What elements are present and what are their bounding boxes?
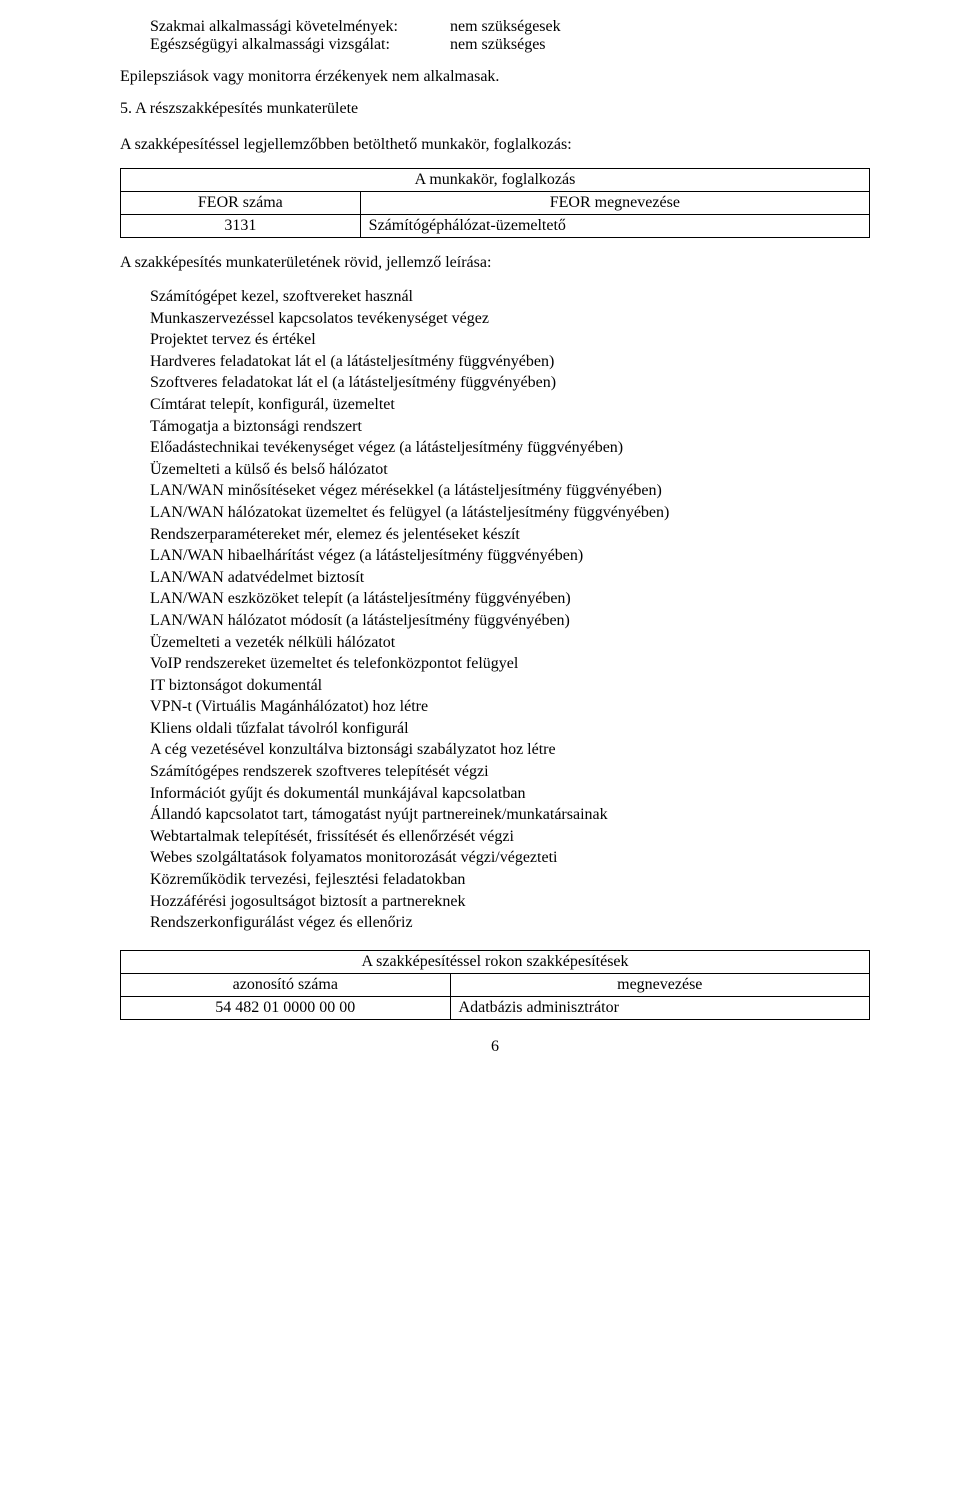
description-list: Számítógépet kezel, szoftvereket használ… <box>150 286 870 934</box>
table-row: azonosító száma megnevezése <box>121 973 870 996</box>
page-container: Szakmai alkalmassági követelmények: nem … <box>0 0 960 1086</box>
requirement-value: nem szükségesek <box>450 18 870 36</box>
list-item: Projektet tervez és értékel <box>150 329 870 351</box>
table-row: 3131 Számítógéphálózat-üzemeltető <box>121 215 870 238</box>
list-item: Közreműködik tervezési, fejlesztési fela… <box>150 869 870 891</box>
list-item: LAN/WAN hibaelhárítást végez (a látástel… <box>150 545 870 567</box>
list-item: Üzemelteti a vezeték nélküli hálózatot <box>150 632 870 654</box>
epilepsy-note: Epilepsziások vagy monitorra érzékenyek … <box>120 68 870 86</box>
feor-name: Számítógéphálózat-üzemeltető <box>360 215 869 238</box>
list-item: LAN/WAN adatvédelmet biztosít <box>150 567 870 589</box>
requirement-label: Szakmai alkalmassági követelmények: <box>150 18 450 36</box>
rokon-span-header: A szakképesítéssel rokon szakképesítések <box>121 950 870 973</box>
list-item: Hardveres feladatokat lát el (a látástel… <box>150 351 870 373</box>
rokon-name: Adatbázis adminisztrátor <box>450 996 869 1019</box>
list-item: Rendszerkonfigurálást végez és ellenőriz <box>150 912 870 934</box>
list-item: LAN/WAN eszközöket telepít (a látástelje… <box>150 588 870 610</box>
list-item: Állandó kapcsolatot tart, támogatást nyú… <box>150 804 870 826</box>
list-item: IT biztonságot dokumentál <box>150 675 870 697</box>
table-row: 54 482 01 0000 00 00 Adatbázis adminiszt… <box>121 996 870 1019</box>
requirement-label: Egészségügyi alkalmassági vizsgálat: <box>150 36 450 54</box>
feor-col1-header: FEOR száma <box>121 192 361 215</box>
list-item: LAN/WAN hálózatokat üzemeltet és felügye… <box>150 502 870 524</box>
requirements-block: Szakmai alkalmassági követelmények: nem … <box>150 18 870 54</box>
list-item: Számítógépet kezel, szoftvereket használ <box>150 286 870 308</box>
list-item: VoIP rendszereket üzemeltet és telefonkö… <box>150 653 870 675</box>
requirement-value: nem szükséges <box>450 36 870 54</box>
list-item: LAN/WAN minősítéseket végez mérésekkel (… <box>150 480 870 502</box>
feor-table: A munkakör, foglalkozás FEOR száma FEOR … <box>120 168 870 238</box>
list-item: Munkaszervezéssel kapcsolatos tevékenysé… <box>150 308 870 330</box>
feor-code: 3131 <box>121 215 361 238</box>
subline-text: A szakképesítéssel legjellemzőbben betöl… <box>120 136 870 154</box>
list-item: Webes szolgáltatások folyamatos monitoro… <box>150 847 870 869</box>
list-item: Rendszerparamétereket mér, elemez és jel… <box>150 524 870 546</box>
list-item: Webtartalmak telepítését, frissítését és… <box>150 826 870 848</box>
list-item: Támogatja a biztonsági rendszert <box>150 416 870 438</box>
list-item: Hozzáférési jogosultságot biztosít a par… <box>150 891 870 913</box>
table-row: FEOR száma FEOR megnevezése <box>121 192 870 215</box>
requirement-row: Egészségügyi alkalmassági vizsgálat: nem… <box>150 36 870 54</box>
list-item: Kliens oldali tűzfalat távolról konfigur… <box>150 718 870 740</box>
list-item: Információt gyűjt és dokumentál munkájáv… <box>150 783 870 805</box>
rokon-col2-header: megnevezése <box>450 973 869 996</box>
page-number: 6 <box>120 1038 870 1056</box>
requirement-row: Szakmai alkalmassági követelmények: nem … <box>150 18 870 36</box>
feor-col2-header: FEOR megnevezése <box>360 192 869 215</box>
list-item: VPN-t (Virtuális Magánhálózatot) hoz lét… <box>150 696 870 718</box>
list-item: Szoftveres feladatokat lát el (a látáste… <box>150 372 870 394</box>
list-item: Előadástechnikai tevékenységet végez (a … <box>150 437 870 459</box>
rokon-col1-header: azonosító száma <box>121 973 451 996</box>
table-row: A szakképesítéssel rokon szakképesítések <box>121 950 870 973</box>
list-item: Címtárat telepít, konfigurál, üzemeltet <box>150 394 870 416</box>
feor-span-header: A munkakör, foglalkozás <box>121 169 870 192</box>
list-item: Üzemelteti a külső és belső hálózatot <box>150 459 870 481</box>
list-item: LAN/WAN hálózatot módosít (a látásteljes… <box>150 610 870 632</box>
short-desc-heading: A szakképesítés munkaterületének rövid, … <box>120 254 870 272</box>
list-item: A cég vezetésével konzultálva biztonsági… <box>150 739 870 761</box>
section-5-heading: 5. A részszakképesítés munkaterülete <box>120 100 870 118</box>
rokon-code: 54 482 01 0000 00 00 <box>121 996 451 1019</box>
table-row: A munkakör, foglalkozás <box>121 169 870 192</box>
list-item: Számítógépes rendszerek szoftveres telep… <box>150 761 870 783</box>
rokon-table: A szakképesítéssel rokon szakképesítések… <box>120 950 870 1020</box>
